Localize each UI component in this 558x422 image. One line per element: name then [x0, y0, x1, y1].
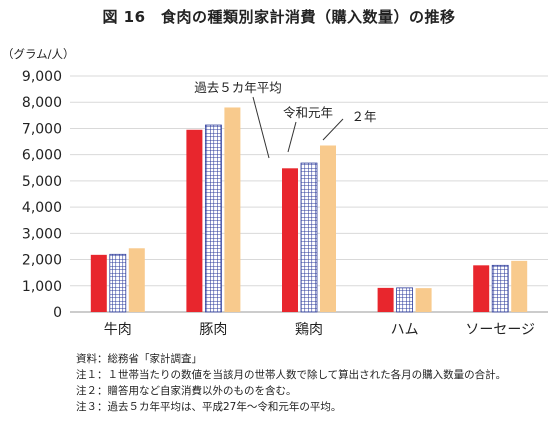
bar-鶏肉-過去５カ年平均 — [282, 168, 298, 312]
bar-ソーセージ-過去５カ年平均 — [473, 265, 490, 312]
note-1: 注１：１世帯当たりの数値を当該月の世帯人数で除して算出された各月の購入数量の合計… — [76, 369, 507, 381]
bar-牛肉-過去５カ年平均 — [90, 254, 107, 312]
bar-豚肉-２年 — [224, 107, 241, 312]
x-tick-label: ソーセージ — [465, 322, 535, 338]
y-axis-label: （グラム/人） — [2, 47, 75, 61]
note-2: 注２：贈答用など自家消費以外のものを含む。 — [76, 385, 297, 397]
bar-牛肉-令和元年 — [109, 253, 127, 313]
y-tick-label: 1,000 — [22, 279, 62, 295]
x-tick-label: 牛肉 — [104, 322, 132, 338]
bar-鶏肉-令和元年 — [300, 162, 318, 313]
y-tick-label: 5,000 — [22, 174, 62, 190]
callout-label: 過去５カ年平均 — [194, 80, 282, 95]
callout-leader-line — [287, 121, 297, 153]
bar-ハム-過去５カ年平均 — [377, 287, 394, 312]
y-tick-label: 0 — [53, 305, 62, 321]
x-tick-label: ハム — [391, 322, 419, 338]
x-tick-label: 豚肉 — [199, 322, 227, 338]
bar-ソーセージ-２年 — [511, 260, 528, 312]
bars — [90, 107, 528, 313]
note-source: 資料：総務省「家計調査」 — [76, 353, 202, 365]
bar-豚肉-過去５カ年平均 — [186, 129, 203, 312]
x-tick-label: 鶏肉 — [295, 322, 323, 338]
callout-leader-line — [252, 96, 270, 159]
bar-鶏肉-２年 — [320, 145, 336, 312]
bar-ハム-令和元年 — [396, 287, 414, 313]
callout-label: 令和元年 — [283, 105, 333, 120]
callout-leader-line — [322, 118, 344, 141]
x-axis-ticks: 牛肉 豚肉 鶏肉 ハム ソーセージ — [104, 322, 535, 338]
y-axis-ticks: 0 1,000 2,000 3,000 4,000 5,000 6,000 7,000 8,00… — [22, 69, 62, 321]
y-tick-label: 4,000 — [22, 200, 62, 216]
y-tick-label: 6,000 — [22, 148, 62, 164]
y-tick-label: 9,000 — [22, 69, 62, 85]
bar-ハム-２年 — [415, 288, 432, 312]
bar-chart: 0 1,000 2,000 3,000 4,000 5,000 6,000 7,000 8,00… — [2, 47, 548, 338]
y-tick-label: 8,000 — [22, 95, 62, 111]
figure-title: 図 16 食肉の種類別家計消費（購入数量）の推移 — [102, 8, 456, 26]
callout-label: ２年 — [351, 109, 376, 124]
y-tick-label: 2,000 — [22, 253, 62, 269]
bar-ソーセージ-令和元年 — [491, 264, 509, 313]
y-tick-label: 7,000 — [22, 121, 62, 137]
bar-豚肉-令和元年 — [204, 124, 222, 313]
note-3: 注３：過去５カ年平均は、平成27年～令和元年の平均。 — [76, 401, 342, 413]
notes: 資料：総務省「家計調査」 注１：１世帯当たりの数値を当該月の世帯人数で除して算出… — [76, 351, 506, 415]
y-tick-label: 3,000 — [22, 226, 62, 242]
bar-牛肉-２年 — [128, 248, 145, 312]
